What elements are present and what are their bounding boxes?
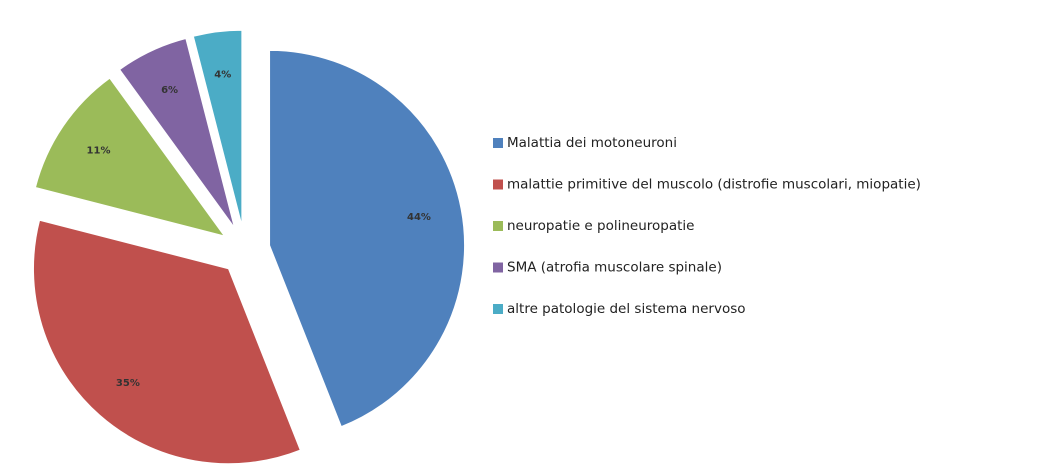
legend-swatch	[493, 179, 503, 190]
legend-swatch	[493, 262, 503, 273]
data-label: 35%	[116, 378, 140, 389]
legend-label: neuropatie e polineuropatie	[507, 218, 694, 234]
legend-swatch	[493, 221, 503, 231]
data-label: 4%	[214, 69, 231, 80]
legend-label: altre patologie del sistema nervoso	[507, 301, 746, 317]
pie-slice	[34, 77, 226, 237]
legend-swatch	[493, 138, 503, 148]
legend-label: SMA (atrofia muscolare spinale)	[507, 260, 722, 276]
data-label: 44%	[407, 212, 431, 223]
legend-label: malattie primitive del muscolo (distrofi…	[507, 177, 921, 193]
legend-swatch	[493, 304, 503, 314]
pie-slice	[269, 49, 466, 428]
legend-label: Malattia dei motoneuroni	[507, 135, 677, 151]
pie-slice	[192, 29, 243, 226]
pie-slice	[119, 37, 235, 228]
pie-slice	[32, 219, 301, 465]
data-label: 6%	[161, 85, 178, 96]
data-label: 11%	[87, 145, 111, 156]
